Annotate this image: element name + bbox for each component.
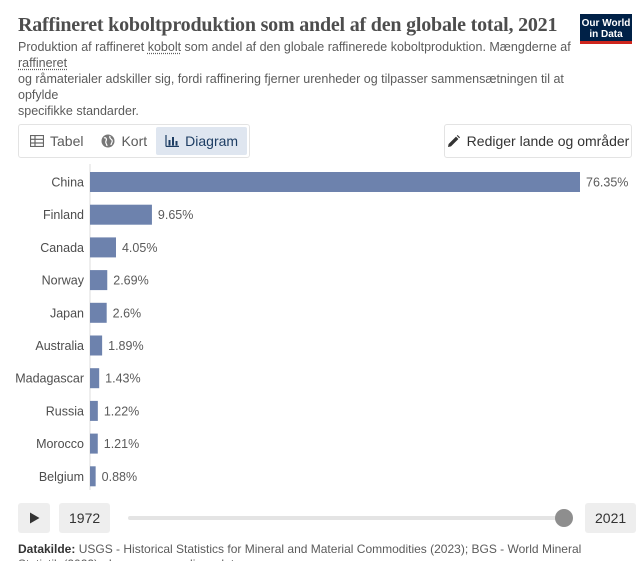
bar-value-label: 1.22% <box>104 404 139 418</box>
source-text: USGS - Historical Statistics for Mineral… <box>18 542 582 561</box>
category-label: Japan <box>50 306 84 320</box>
category-label: Russia <box>46 404 84 418</box>
subtitle-text: Produktion af raffineret <box>18 40 148 54</box>
tab-chart[interactable]: Diagram <box>156 127 248 155</box>
edit-countries-label: Rediger lande og områder <box>466 133 630 149</box>
bar-value-label: 1.21% <box>104 437 139 451</box>
owid-logo[interactable]: Our World in Data <box>580 14 632 44</box>
bar-chart-icon <box>165 135 180 147</box>
bar[interactable] <box>90 400 98 421</box>
bar-value-label: 0.88% <box>102 470 137 484</box>
timeline-slider-track[interactable] <box>128 516 564 520</box>
bar-value-label: 4.05% <box>122 241 157 255</box>
bar[interactable] <box>90 237 116 258</box>
tab-table[interactable]: Tabel <box>21 127 92 155</box>
bar-chart: China 76.35% Finland 9.65% Canada 4.05% Norway… <box>15 164 628 490</box>
source-label: Datakilde: <box>18 542 76 556</box>
bar-value-label: 1.43% <box>105 372 140 386</box>
category-label: Australia <box>35 339 84 353</box>
bar[interactable] <box>90 204 152 225</box>
category-label: Norway <box>42 274 85 288</box>
bar-value-label: 76.35% <box>586 176 628 190</box>
bar[interactable] <box>90 433 98 454</box>
subtitle-text: specifikke standarder. <box>18 104 139 118</box>
bar[interactable] <box>90 172 580 192</box>
view-tabs: Tabel Kort Diagram <box>18 124 251 158</box>
bar-value-label: 1.89% <box>108 339 143 353</box>
pencil-icon <box>447 134 460 147</box>
category-label: Morocco <box>36 437 84 451</box>
subtitle-link-raffineret[interactable]: raffineret <box>18 56 68 70</box>
category-label: Canada <box>40 241 84 255</box>
bar-value-label: 2.6% <box>113 306 142 320</box>
subtitle-text: som andel af den globale raffinerede kob… <box>181 40 571 54</box>
tab-label: Tabel <box>50 133 84 149</box>
bar[interactable] <box>90 368 100 389</box>
category-label: Finland <box>43 208 84 222</box>
subtitle-link-kobolt[interactable]: kobolt <box>147 40 182 54</box>
subtitle-text: opfylde <box>18 88 59 102</box>
data-source: Datakilde: USGS - Historical Statistics … <box>18 542 618 561</box>
tab-label: Diagram <box>185 133 239 149</box>
bar[interactable] <box>90 466 96 487</box>
bar[interactable] <box>90 302 107 323</box>
category-label: Madagascar <box>15 372 84 386</box>
play-button[interactable] <box>18 503 50 533</box>
edit-countries-button[interactable]: Rediger lande og områder <box>444 124 632 158</box>
bar[interactable] <box>90 335 103 356</box>
table-icon <box>30 135 44 147</box>
globe-icon <box>101 134 115 148</box>
chart-subtitle: Produktion af raffineret kobolt som ande… <box>18 39 578 119</box>
timeline-slider-handle[interactable] <box>555 509 573 527</box>
bar-value-label: 9.65% <box>158 208 193 222</box>
category-label: Belgium <box>39 470 84 484</box>
bar[interactable] <box>90 270 108 291</box>
chart-title: Raffineret koboltproduktion som andel af… <box>18 14 558 36</box>
play-icon <box>29 512 39 524</box>
timeline-end-year[interactable]: 2021 <box>585 503 637 533</box>
category-label: China <box>51 176 84 190</box>
bar-value-label: 2.69% <box>113 274 148 288</box>
tab-map[interactable]: Kort <box>92 127 156 155</box>
timeline-start-year[interactable]: 1972 <box>59 503 111 533</box>
tab-label: Kort <box>121 133 148 149</box>
subtitle-text: og råmaterialer adskiller sig, fordi raf… <box>18 72 564 86</box>
